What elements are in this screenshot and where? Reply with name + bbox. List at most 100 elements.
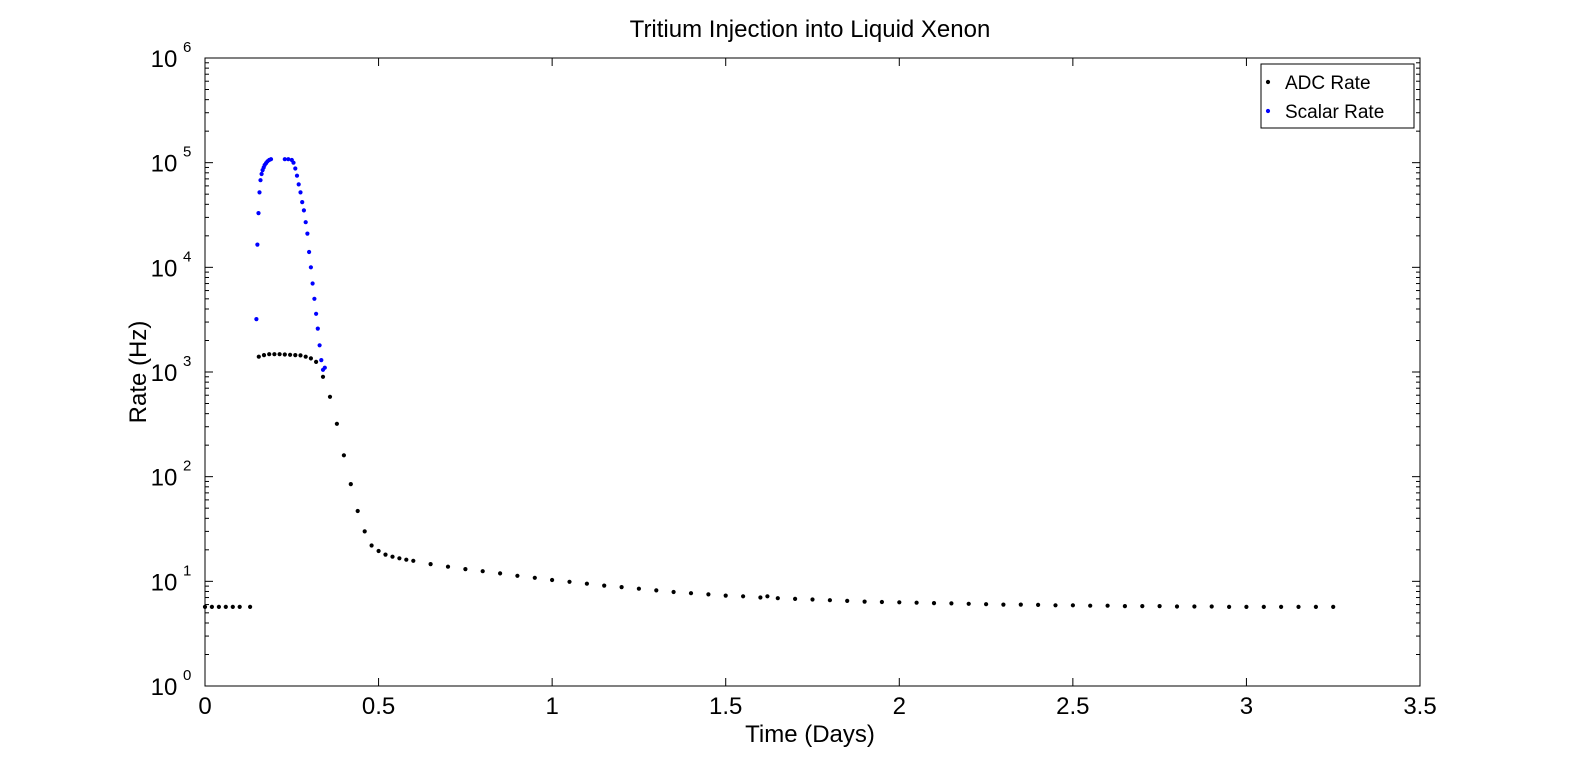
legend-marker — [1265, 108, 1271, 114]
data-point — [654, 588, 659, 593]
data-point — [515, 573, 520, 578]
data-point — [706, 592, 711, 597]
data-point — [294, 173, 300, 178]
data-point — [775, 596, 780, 601]
axis-ticks — [204, 57, 1421, 687]
y-tick-label-exponent: 1 — [183, 562, 191, 579]
data-point — [897, 600, 902, 605]
y-tick-label-exponent: 5 — [183, 144, 191, 161]
data-point — [550, 577, 555, 583]
data-point — [862, 599, 867, 604]
y-tick-label-base: 10 — [151, 46, 178, 73]
data-point — [298, 190, 303, 195]
data-point — [348, 482, 353, 487]
data-point — [291, 160, 296, 165]
data-point — [307, 249, 312, 255]
data-point — [671, 589, 676, 595]
data-point — [498, 571, 503, 576]
y-tick-label: 10 4 — [151, 248, 192, 282]
data-point — [293, 353, 298, 358]
data-point — [1192, 604, 1197, 609]
data-point — [369, 543, 374, 548]
data-point — [223, 604, 228, 610]
data-point — [532, 575, 537, 580]
data-point — [966, 601, 971, 606]
x-tick-label: 0 — [198, 693, 211, 720]
data-point — [230, 604, 235, 610]
data-point — [723, 593, 728, 598]
y-tick-label: 10 2 — [151, 458, 192, 492]
data-point — [237, 604, 242, 610]
data-point — [303, 354, 308, 359]
data-point — [584, 581, 590, 586]
legend-box — [1260, 63, 1415, 129]
data-point — [314, 311, 319, 316]
data-point — [1313, 604, 1318, 610]
data-point — [428, 562, 433, 567]
x-tick-label: 3.5 — [1403, 693, 1436, 720]
data-point — [301, 208, 306, 213]
y-tick-label-base: 10 — [151, 569, 178, 596]
data-point — [445, 564, 451, 569]
y-tick-label-exponent: 4 — [183, 248, 191, 265]
data-point — [1261, 604, 1266, 610]
y-tick-label: 10 6 — [151, 39, 192, 73]
y-tick-label: 10 0 — [151, 667, 192, 701]
legend-label: Scalar Rate — [1285, 102, 1384, 123]
data-point — [268, 157, 274, 162]
data-point — [322, 365, 327, 370]
data-point — [255, 242, 260, 247]
data-point — [320, 374, 326, 379]
data-point — [688, 591, 694, 596]
data-point — [312, 296, 317, 301]
data-point — [636, 586, 642, 591]
y-tick-label-base: 10 — [151, 151, 178, 178]
y-tick-label-exponent: 6 — [183, 39, 191, 56]
data-point — [258, 178, 263, 183]
data-point — [355, 508, 360, 514]
y-tick-label: 10 3 — [151, 353, 192, 387]
legend: ADC Rate Scalar Rate — [1260, 63, 1415, 129]
data-point — [310, 281, 315, 286]
data-point — [282, 352, 287, 357]
data-point — [293, 166, 298, 171]
data-point — [1157, 604, 1162, 609]
x-tick-label: 1 — [545, 693, 558, 720]
data-point — [308, 356, 313, 361]
data-point — [282, 157, 287, 162]
x-axis-label: Time (Days) — [745, 721, 875, 748]
data-point — [286, 157, 291, 162]
data-point — [314, 359, 319, 364]
x-tick-label: 1.5 — [709, 693, 742, 720]
data-point — [305, 231, 310, 236]
data-point — [277, 352, 282, 357]
y-tick-label-exponent: 3 — [183, 353, 191, 370]
x-tick-label: 0.5 — [362, 693, 395, 720]
data-point — [216, 604, 221, 610]
y-tick-label-exponent: 2 — [183, 458, 191, 475]
data-point — [1331, 604, 1336, 610]
data-point — [317, 343, 322, 348]
data-point — [341, 453, 346, 458]
data-point — [793, 596, 798, 602]
series-1 — [254, 157, 327, 372]
data-point — [827, 598, 833, 603]
data-point — [257, 190, 262, 195]
data-point — [261, 353, 267, 358]
data-point — [914, 600, 919, 605]
data-point — [411, 558, 416, 563]
data-point — [1070, 603, 1075, 608]
data-point — [202, 604, 208, 610]
data-point — [984, 602, 989, 607]
data-point — [567, 579, 572, 584]
data-point — [362, 529, 367, 534]
data-point — [1174, 604, 1180, 609]
data-point — [741, 594, 746, 599]
y-tick-label-base: 10 — [151, 465, 178, 492]
plot-area — [204, 57, 1421, 687]
data-point — [248, 604, 253, 610]
data-point — [1244, 604, 1249, 610]
data-point — [288, 352, 293, 357]
x-tick-label: 3 — [1240, 693, 1253, 720]
data-point — [1122, 604, 1127, 609]
